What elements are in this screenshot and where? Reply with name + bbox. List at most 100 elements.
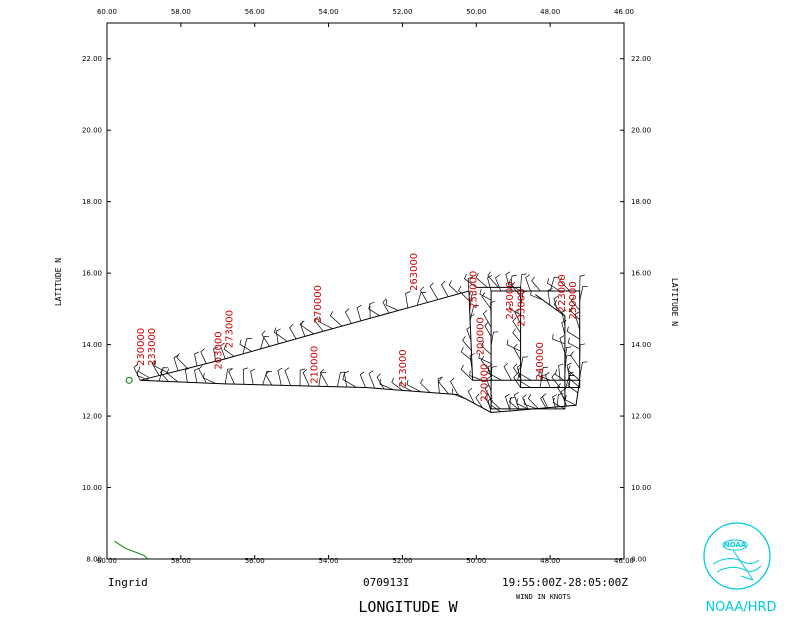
wind-barb bbox=[487, 271, 499, 288]
wind-barb bbox=[299, 320, 306, 337]
wind-barb bbox=[540, 394, 547, 410]
y-tick-label-right: 22.00 bbox=[631, 55, 651, 63]
wind-barb bbox=[513, 392, 520, 410]
x-tick-label-bottom: 50.00 bbox=[466, 557, 486, 565]
x-tick-label-top: 50.00 bbox=[466, 8, 486, 16]
y-tick-label-right: 12.00 bbox=[631, 413, 651, 421]
time-labels: 230000 233000 2030002730002700002630002100… bbox=[136, 253, 579, 402]
coastline bbox=[114, 376, 148, 560]
wind-barb bbox=[299, 368, 306, 386]
wind-barb bbox=[517, 374, 531, 388]
wind-barb bbox=[517, 367, 532, 381]
wind-barb bbox=[250, 368, 256, 385]
wind-barb bbox=[479, 289, 492, 301]
wind-barb bbox=[318, 372, 327, 387]
wind-barb bbox=[554, 369, 566, 382]
wind-barb bbox=[337, 371, 346, 387]
time-label: 273000 bbox=[225, 310, 236, 348]
wind-barb bbox=[564, 354, 572, 372]
wind-barb bbox=[302, 369, 310, 387]
wind-barb bbox=[570, 351, 580, 369]
wind-barb bbox=[405, 291, 411, 308]
wind-barb bbox=[527, 394, 539, 409]
wind-barb bbox=[469, 353, 475, 371]
plot-frame bbox=[106, 22, 625, 560]
y-axis-label-right: LATITUDE N bbox=[670, 278, 679, 326]
wind-barb bbox=[484, 321, 492, 337]
wind-barb bbox=[566, 326, 580, 340]
x-tick-label-bottom: 60.00 bbox=[97, 557, 117, 565]
wind-barb bbox=[531, 276, 541, 292]
wind-barb bbox=[469, 294, 477, 311]
wind-barb bbox=[275, 328, 281, 344]
wind-barb bbox=[419, 286, 428, 303]
wind-barb bbox=[579, 274, 585, 292]
wind-barb bbox=[466, 326, 472, 341]
wind-barb bbox=[284, 367, 292, 386]
time-label: 220000 bbox=[479, 364, 490, 402]
wind-barb bbox=[158, 367, 169, 382]
wind-barb bbox=[564, 375, 575, 391]
wind-barb bbox=[481, 292, 492, 310]
island-icon bbox=[125, 376, 133, 384]
time-label: 270000 bbox=[313, 285, 324, 323]
flight-track bbox=[140, 286, 581, 414]
wind-barb bbox=[437, 376, 443, 394]
wind-barb bbox=[504, 393, 510, 410]
wind-barb bbox=[368, 370, 376, 389]
wind-barb bbox=[564, 394, 577, 406]
wind-barb bbox=[484, 385, 492, 400]
x-tick-label-top: 54.00 bbox=[319, 8, 339, 16]
time-label: 233000 bbox=[147, 328, 158, 366]
wind-barb bbox=[478, 353, 492, 364]
wind-barb bbox=[342, 374, 357, 388]
x-tick-label-top: 58.00 bbox=[171, 8, 191, 16]
y-tick-label-right: 20.00 bbox=[631, 127, 651, 135]
wind-barb bbox=[391, 377, 403, 391]
y-tick-label-left: 14.00 bbox=[82, 341, 102, 349]
wind-barb bbox=[429, 282, 439, 300]
time-label: 200000 bbox=[476, 317, 487, 355]
y-tick-label-left: 16.00 bbox=[82, 270, 102, 278]
wind-barb bbox=[382, 298, 390, 314]
wind-barb bbox=[551, 373, 561, 388]
wind-barb bbox=[469, 370, 483, 381]
wind-barb bbox=[277, 367, 283, 386]
time-label: 223000 bbox=[557, 274, 568, 312]
pattern-line bbox=[476, 286, 581, 410]
wind-barb bbox=[441, 280, 449, 297]
wind-barb bbox=[508, 279, 521, 292]
wind-barb bbox=[544, 372, 551, 388]
x-tick-label-bottom: 56.00 bbox=[245, 557, 265, 565]
x-tick-label-top: 56.00 bbox=[245, 8, 265, 16]
y-tick-label-left: 12.00 bbox=[82, 413, 102, 421]
wind-barb bbox=[261, 330, 270, 347]
wind-barb bbox=[579, 285, 588, 301]
wind-barb bbox=[176, 353, 188, 369]
time-label: 263000 bbox=[409, 253, 420, 291]
wind-barb bbox=[406, 379, 422, 393]
wind-barb bbox=[379, 379, 394, 390]
wind-barb bbox=[344, 308, 352, 324]
wind-barb bbox=[512, 317, 521, 334]
wind-barb bbox=[490, 331, 499, 346]
time-label: 210000 bbox=[310, 346, 321, 384]
wind-barb bbox=[509, 396, 516, 411]
x-tick-label-bottom: 58.00 bbox=[171, 557, 191, 565]
wind-barb bbox=[546, 278, 561, 292]
wind-barb bbox=[194, 367, 200, 383]
wind-barb bbox=[467, 276, 474, 292]
x-tick-label-top: 60.00 bbox=[97, 8, 117, 16]
wind-barb bbox=[228, 368, 235, 385]
axis-ticks: 60.00 60.00 58.00 58.00 56.00 56.00 54.00 54.00… bbox=[82, 8, 651, 565]
wind-barb bbox=[552, 394, 558, 409]
wind-barb bbox=[416, 292, 426, 306]
wind-barb bbox=[438, 377, 449, 395]
wind-barb bbox=[564, 346, 572, 363]
y-tick-label-left: 22.00 bbox=[82, 55, 102, 63]
wind-barb bbox=[475, 393, 483, 409]
x-tick-label-bottom: 48.00 bbox=[540, 557, 560, 565]
wind-barb bbox=[514, 308, 521, 324]
wind-barb bbox=[559, 335, 566, 354]
